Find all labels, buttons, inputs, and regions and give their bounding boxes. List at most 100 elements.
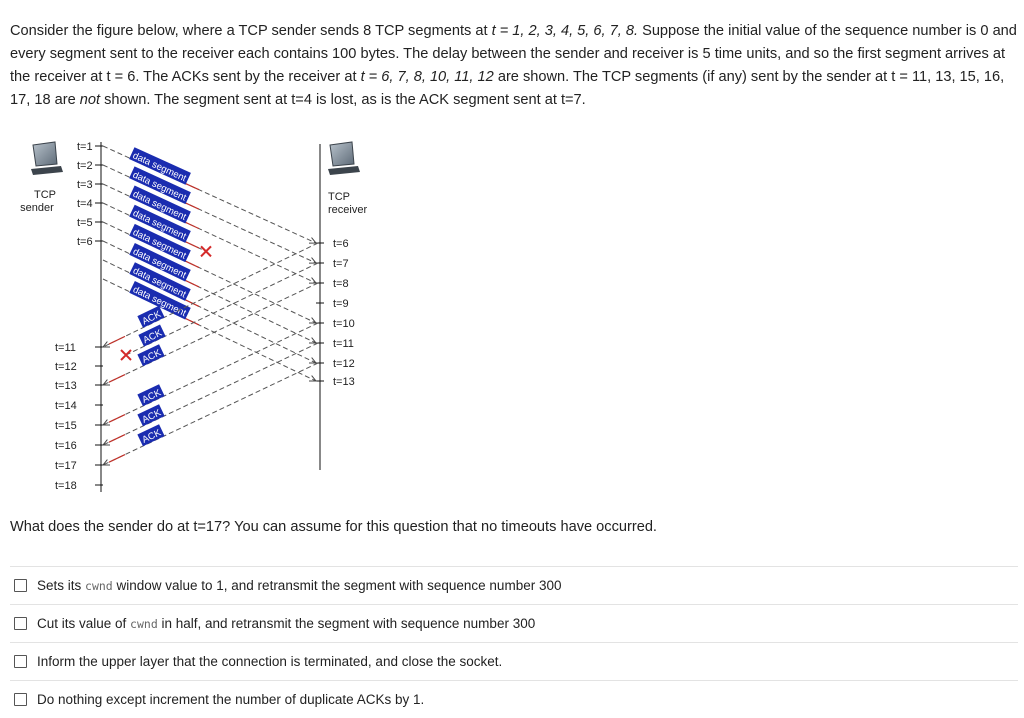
data-segment-arrow — [102, 164, 317, 264]
receiver-time-label: t=7 — [333, 258, 349, 270]
answer-text: Do nothing except increment the number o… — [37, 692, 425, 707]
question-part: Suppose the initial value of the sequenc… — [10, 23, 1017, 85]
question-ack-times: t = 6, 7, 8, 10, 11, 12 — [360, 69, 494, 85]
receiver-time-label: t=11 — [333, 338, 354, 350]
answer-option-label: Sets its cwnd window value to 1, and ret… — [37, 578, 561, 593]
answer-text: Inform the upper layer that the connecti… — [37, 654, 503, 669]
receiver-label: receiver — [328, 204, 367, 216]
segment-label-bg — [129, 204, 191, 243]
ack-label: ACK — [137, 305, 165, 328]
ack-label: ACK — [137, 404, 165, 427]
answer-option-3[interactable]: Inform the upper layer that the connecti… — [10, 642, 1018, 680]
answer-option-1[interactable]: Sets its cwnd window value to 1, and ret… — [10, 566, 1018, 604]
question-times: t = 1, 2, 3, 4, 5, 6, 7, 8. — [491, 23, 639, 39]
ack-arrowhead — [101, 459, 111, 466]
receiver-time-label: t=8 — [333, 278, 349, 290]
answer-option-2[interactable]: Cut its value of cwnd in half, and retra… — [10, 604, 1018, 642]
sender-time-label: t=3 — [77, 179, 93, 191]
monitor-screen — [329, 141, 355, 167]
receiver-time-label: t=13 — [333, 376, 355, 388]
question-prompt: What does the sender do at t=17? You can… — [10, 519, 657, 535]
sender-label: sender — [20, 202, 54, 214]
ack-red-mark — [108, 414, 126, 423]
lost-segment-x — [200, 245, 212, 258]
data-arrowhead — [308, 317, 318, 324]
answer-options: Sets its cwnd window value to 1, and ret… — [10, 566, 1018, 718]
data-segment-arrow — [102, 145, 317, 244]
ack-label: ACK — [137, 424, 165, 447]
sender-time-label: t=15 — [55, 420, 77, 432]
receiver-time-label: t=9 — [333, 298, 349, 310]
segment-label-bg — [137, 384, 165, 407]
receiver-computer-icon — [328, 141, 360, 175]
loss-x-stroke — [120, 349, 132, 361]
sender-time-label: t=11 — [55, 342, 76, 354]
segment-label-bg — [137, 305, 165, 328]
answer-text: in half, and retransmit the segment with… — [157, 616, 536, 631]
data-segment-arrow — [102, 240, 317, 344]
ack-red-mark — [108, 434, 126, 443]
ack-arrowhead — [101, 341, 111, 348]
sender-time-label: t=18 — [55, 480, 77, 492]
segment-label-bg — [129, 262, 191, 301]
data-arrowhead — [308, 375, 318, 382]
ack-red-mark — [108, 335, 126, 345]
receiver-label: TCP — [328, 191, 350, 203]
monitor-base — [31, 166, 63, 175]
sender-time-label: t=16 — [55, 440, 77, 452]
tcp-timing-diagram: TCPsenderTCPreceivert=1t=2t=3t=4t=5t=6t=… — [20, 141, 367, 492]
ack-arrowhead — [101, 439, 111, 446]
ack-arrow — [102, 342, 319, 446]
ack-red-mark — [108, 454, 126, 463]
segment-label-bg — [129, 281, 191, 320]
segment-label-bg — [137, 344, 165, 367]
question-part: Consider the figure below, where a TCP s… — [10, 23, 492, 39]
answer-option-4[interactable]: Do nothing except increment the number o… — [10, 680, 1018, 718]
segment-label-bg — [129, 166, 191, 205]
answer-text: Cut its value of — [37, 616, 131, 631]
segment-label-bg — [129, 147, 191, 185]
answer-code: cwnd — [130, 617, 158, 631]
receiver-time-label: t=6 — [333, 238, 349, 250]
question-text: Consider the figure below, where a TCP s… — [10, 20, 1018, 112]
monitor-screen — [32, 141, 58, 167]
answer-text: Sets its — [37, 578, 86, 593]
ack-arrowhead — [101, 419, 111, 426]
data-arrowhead — [308, 357, 318, 364]
data-arrowhead — [308, 257, 318, 264]
answer-option-label: Inform the upper layer that the connecti… — [37, 654, 502, 669]
answer-checkbox[interactable] — [14, 693, 27, 706]
segment-label-bg — [129, 185, 191, 224]
ack-arrow — [102, 282, 319, 386]
data-segment-arrow — [102, 183, 317, 284]
receiver-time-label: t=10 — [333, 318, 355, 330]
answer-text: window value to 1, and retransmit the se… — [112, 578, 562, 593]
sender-time-label: t=14 — [55, 400, 77, 412]
lost-ack-x — [120, 349, 132, 361]
question-emphasis: not — [79, 92, 101, 108]
segment-label-bg — [138, 324, 166, 347]
answer-checkbox[interactable] — [14, 617, 27, 630]
data-segment-arrow — [102, 278, 317, 382]
answer-option-label: Cut its value of cwnd in half, and retra… — [37, 616, 535, 631]
ack-label: ACK — [137, 384, 165, 407]
sender-time-label: t=2 — [77, 160, 93, 172]
ack-red-mark — [108, 374, 126, 383]
ack-arrowhead — [101, 379, 111, 386]
sender-time-label: t=17 — [55, 460, 77, 472]
monitor-base — [328, 166, 360, 175]
ack-arrow — [102, 362, 319, 466]
data-arrowhead — [308, 337, 318, 344]
receiver-time-label: t=12 — [333, 358, 355, 370]
answer-checkbox[interactable] — [14, 579, 27, 592]
segment-label-bg — [129, 243, 191, 282]
answer-option-label: Do nothing except increment the number o… — [37, 692, 424, 707]
sender-time-label: t=6 — [77, 236, 93, 248]
data-arrowhead — [308, 237, 318, 244]
data-arrowhead — [308, 277, 318, 284]
ack-arrow — [102, 322, 319, 426]
sender-time-label: t=13 — [55, 380, 77, 392]
sender-label: TCP — [34, 189, 56, 201]
question-part: are shown. The TCP segments (if any) sen… — [10, 69, 1005, 108]
answer-checkbox[interactable] — [14, 655, 27, 668]
